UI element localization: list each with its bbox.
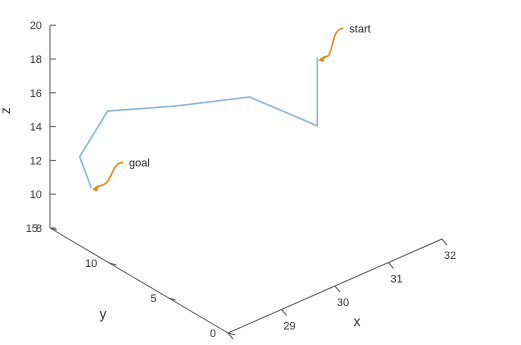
start-arrow-head — [318, 55, 326, 63]
y-tick-mark — [227, 332, 236, 336]
x-tick-mark — [441, 238, 448, 246]
goal-arrow-head — [91, 184, 99, 192]
x-tick-mark — [334, 285, 341, 293]
z-tick-label: 12 — [30, 155, 42, 167]
goal-annotation-arrow — [93, 161, 124, 190]
z-tick-label: 16 — [30, 88, 42, 100]
path-vertex-3 — [174, 105, 177, 107]
z-tick-label: 20 — [30, 20, 42, 32]
x-tick-mark — [388, 262, 394, 269]
path-vertex-2 — [248, 96, 251, 98]
path-vertex-0 — [316, 57, 319, 60]
y-tick-mark — [109, 262, 117, 266]
path-vertex-4 — [106, 110, 109, 112]
x-tick-label: 32 — [444, 250, 456, 262]
y-axis-line — [49, 227, 229, 334]
y-tick-label: 15 — [26, 223, 38, 235]
z-tick-label: 14 — [30, 122, 42, 134]
z-tick-label: 8 — [36, 223, 42, 235]
z-tick-label: 10 — [30, 189, 42, 201]
z-axis-label: z — [0, 107, 13, 114]
path-vertex-5 — [78, 155, 81, 158]
x-tick-mark — [227, 332, 234, 340]
y-tick-label: 0 — [210, 328, 216, 340]
x-tick-mark — [281, 309, 287, 316]
x-axis-label: x — [354, 313, 361, 329]
start-annotation-arrow — [319, 27, 344, 60]
x-tick-label: 30 — [337, 297, 349, 309]
z-tick-label: 18 — [30, 54, 42, 66]
goal-annotation-label: goal — [129, 157, 150, 169]
y-axis-label: y — [99, 306, 106, 322]
x-tick-label: 31 — [390, 274, 402, 286]
y-tick-label: 10 — [85, 258, 97, 270]
y-tick-mark — [168, 297, 176, 301]
x-tick-label: 29 — [283, 321, 295, 333]
path-vertex-1 — [316, 125, 319, 127]
path-vertex-6 — [90, 186, 92, 189]
y-tick-label: 5 — [151, 293, 157, 305]
start-annotation-label: start — [349, 23, 370, 35]
